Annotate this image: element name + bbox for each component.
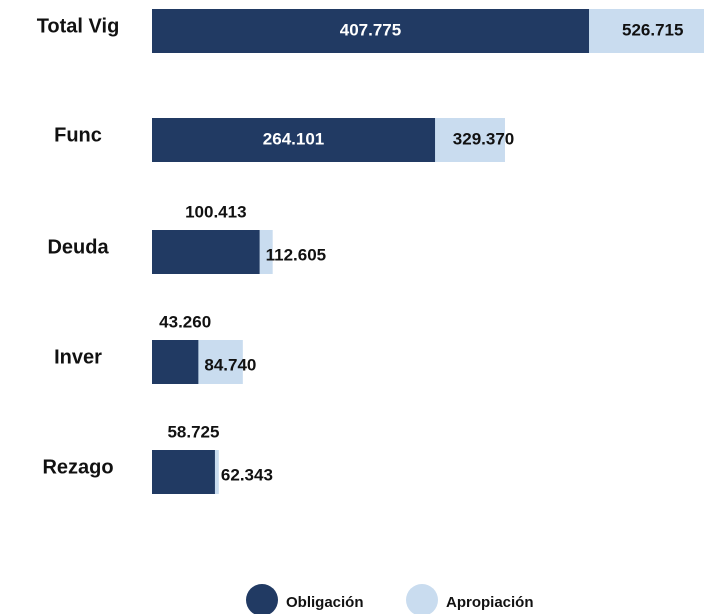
value-label: 329.370 [453, 129, 514, 148]
category-label: Rezago [42, 456, 113, 478]
bar-obligacion [152, 450, 215, 494]
value-label: 264.101 [263, 129, 324, 148]
value-label: 43.260 [159, 312, 211, 331]
value-label: 62.343 [221, 465, 273, 484]
legend-label: Apropiación [446, 594, 534, 611]
value-label: 526.715 [622, 20, 683, 39]
value-label: 84.740 [204, 355, 256, 374]
category-label: Deuda [47, 236, 109, 258]
category-label: Func [54, 124, 102, 146]
value-label: 112.605 [266, 245, 327, 264]
bar-obligacion [152, 340, 199, 384]
legend-swatch [246, 584, 278, 614]
category-label: Inver [54, 346, 102, 368]
value-label: 100.413 [185, 202, 246, 221]
value-label: 58.725 [167, 422, 219, 441]
category-label: Total Vig [37, 15, 120, 37]
bar-obligacion [152, 230, 260, 274]
value-label: 407.775 [340, 20, 401, 39]
bar-obligacion [152, 118, 436, 162]
legend-label: Obligación [286, 594, 364, 611]
bar-obligacion [152, 9, 590, 53]
legend-swatch [406, 584, 438, 614]
